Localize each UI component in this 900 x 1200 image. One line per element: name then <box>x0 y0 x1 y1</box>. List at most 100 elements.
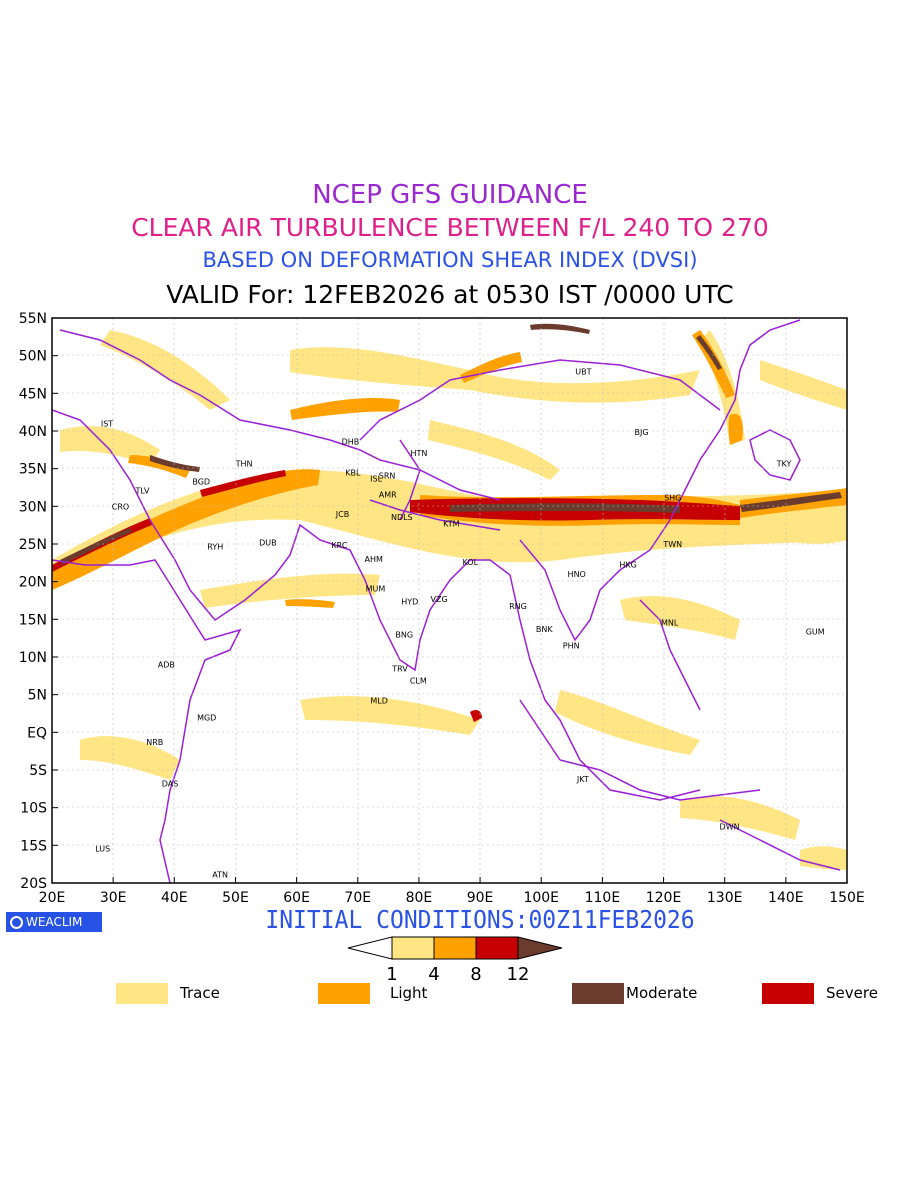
city-label-bnk: BNK <box>536 625 553 634</box>
city-label-bng: BNG <box>395 631 413 640</box>
colorbar-segment-severe <box>475 936 519 960</box>
lon-tick-label: 50E <box>222 890 249 906</box>
lat-tick-label: 5N <box>28 688 47 704</box>
city-label-phn: PHN <box>563 641 580 650</box>
legend-item-severe: Severe <box>762 982 878 1004</box>
city-label-tky: TKY <box>776 459 792 468</box>
lat-tick-label: 15N <box>19 612 47 628</box>
initial-conditions: INITIAL CONDITIONS:00Z11FEB2026 <box>265 905 695 934</box>
legend-label-light: Light <box>390 984 428 1002</box>
lat-tick-label: 5S <box>29 763 47 779</box>
colorbar-tick-12: 12 <box>507 964 530 985</box>
city-label-jkt: JKT <box>576 775 589 784</box>
weaclim-logo-icon <box>10 915 23 929</box>
city-label-shg: SHG <box>664 493 681 502</box>
legend-swatch-light <box>318 982 370 1004</box>
title-line-1: NCEP GFS GUIDANCE <box>312 180 588 210</box>
legend-swatch-trace <box>116 982 168 1004</box>
legend-item-light: Light <box>318 982 427 1004</box>
turbulence-fill <box>52 323 847 870</box>
city-label-mnl: MNL <box>661 618 679 627</box>
city-label-ist: IST <box>101 419 113 428</box>
city-label-dhb: DHB <box>342 438 360 447</box>
city-label-gum: GUM <box>806 627 825 636</box>
city-label-kbl: KBL <box>345 468 361 477</box>
city-label-srn: SRN <box>379 471 396 480</box>
legend-label-severe: Severe <box>826 984 878 1002</box>
lat-tick-label: 10S <box>20 801 47 817</box>
legend-item-trace: Trace <box>116 982 220 1004</box>
city-label-bjg: BJG <box>634 428 648 437</box>
city-label-vzg: VZG <box>431 595 448 604</box>
coastlines <box>52 319 841 883</box>
city-label-clm: CLM <box>410 676 427 685</box>
legend-label-moderate: Moderate <box>626 984 698 1002</box>
title-line-3: BASED ON DEFORMATION SHEAR INDEX (DVSI) <box>202 248 698 272</box>
colorbar-tick-1: 1 <box>386 964 397 985</box>
lat-tick-label: EQ <box>27 725 47 741</box>
lat-tick-label: 40N <box>19 424 47 440</box>
lon-tick-label: 120E <box>646 890 682 906</box>
city-label-rng: RNG <box>509 602 527 611</box>
city-label-twn: TWN <box>662 540 682 549</box>
gridlines <box>52 318 847 883</box>
city-label-cro: CRO <box>112 502 129 511</box>
city-label-mgd: MGD <box>197 713 216 722</box>
city-label-ryh: RYH <box>207 542 223 551</box>
lat-tick-label: 30N <box>19 499 47 515</box>
colorbar-segment-trace <box>391 936 435 960</box>
lon-tick-label: 40E <box>161 890 188 906</box>
colorbar-segment-light <box>433 936 477 960</box>
latitude-axis: 55N 50N 45N 40N 35N 30N 25N 20N 15N 10N 5N EQ 5S 10S 1… <box>19 311 58 892</box>
city-label-dwn: DWN <box>720 823 740 832</box>
colorbar-arrow-high <box>517 936 563 960</box>
lat-tick-label: 35N <box>19 462 47 478</box>
city-label-dub: DUB <box>259 538 277 547</box>
lat-tick-label: 20N <box>19 575 47 591</box>
longitude-axis: 20E 30E 40E 50E 60E 70E 80E 90E 100E 110E 120E 130E… <box>39 877 865 906</box>
city-label-thn: THN <box>235 459 253 468</box>
city-label-krc: KRC <box>331 541 347 550</box>
lon-tick-label: 20E <box>39 890 66 906</box>
lon-tick-label: 140E <box>768 890 804 906</box>
moderate-areas <box>60 323 842 565</box>
lat-tick-label: 20S <box>20 876 47 892</box>
city-label-kol: KOL <box>463 558 479 567</box>
lat-tick-label: 25N <box>19 537 47 553</box>
city-label-lus: LUS <box>95 844 110 853</box>
lat-tick-label: 45N <box>19 386 47 402</box>
lon-tick-label: 80E <box>406 890 433 906</box>
legend-swatch-severe <box>762 982 814 1004</box>
lon-tick-label: 90E <box>467 890 494 906</box>
lon-tick-label: 150E <box>829 890 865 906</box>
title-line-2: CLEAR AIR TURBULENCE BETWEEN F/L 240 TO … <box>131 213 769 242</box>
city-label-ktm: KTM <box>443 520 460 529</box>
city-label-hkg: HKG <box>619 560 636 569</box>
lat-tick-label: 10N <box>19 650 47 666</box>
city-label-ndls: NDLS <box>391 513 413 522</box>
colorbar: 1 4 8 12 <box>347 936 563 985</box>
lon-tick-label: 30E <box>100 890 127 906</box>
city-label-tlv: TLV <box>135 487 150 496</box>
weaclim-badge: WEACLIM <box>6 912 102 932</box>
map-background <box>52 318 847 883</box>
city-label-atn: ATN <box>212 871 228 880</box>
lon-tick-label: 60E <box>283 890 310 906</box>
lon-tick-label: 130E <box>707 890 743 906</box>
weaclim-text: WEACLIM <box>26 915 83 929</box>
legend-swatch-moderate <box>572 982 624 1004</box>
city-label-das: DAS <box>162 780 179 789</box>
city-label-ahm: AHM <box>364 555 382 564</box>
valid-time: VALID For: 12FEB2026 at 0530 IST /0000 U… <box>166 280 734 309</box>
city-label-jcb: JCB <box>335 510 349 519</box>
city-label-adb: ADB <box>158 661 175 670</box>
city-label-nrb: NRB <box>146 738 163 747</box>
city-label-htn: HTN <box>410 449 427 458</box>
city-label-hno: HNO <box>568 570 586 579</box>
legend-label-trace: Trace <box>180 984 220 1002</box>
lon-tick-label: 70E <box>344 890 371 906</box>
colorbar-arrow-low <box>347 936 393 960</box>
city-label-isl: ISL <box>370 474 382 483</box>
legend-item-moderate: Moderate <box>572 982 697 1004</box>
